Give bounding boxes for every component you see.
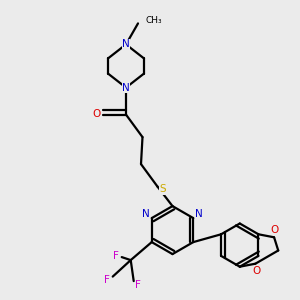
Text: O: O	[252, 266, 260, 276]
Text: O: O	[93, 109, 101, 119]
Text: N: N	[122, 82, 130, 93]
Text: CH₃: CH₃	[146, 16, 162, 25]
Text: F: F	[113, 250, 119, 261]
Text: O: O	[271, 225, 279, 235]
Text: N: N	[142, 209, 150, 220]
Text: F: F	[104, 274, 110, 285]
Text: F: F	[135, 280, 141, 290]
Text: N: N	[122, 39, 130, 50]
Text: S: S	[160, 184, 166, 194]
Text: N: N	[195, 209, 203, 220]
